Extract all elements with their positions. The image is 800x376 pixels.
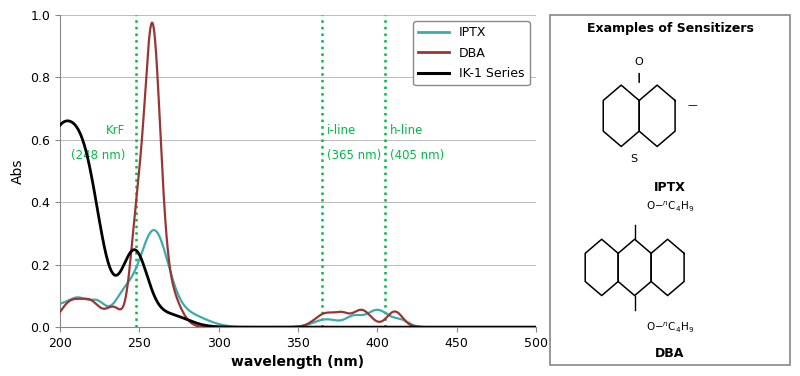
Text: O$-^n$C$_4$H$_9$: O$-^n$C$_4$H$_9$ <box>646 321 694 335</box>
IPTX <box>55 302 65 306</box>
DBA <box>147 20 157 25</box>
DBA <box>287 325 297 329</box>
DBA <box>79 296 89 301</box>
IK-1 Series <box>531 325 541 329</box>
Text: KrF: KrF <box>106 124 125 137</box>
Text: O: O <box>634 57 643 67</box>
IK-1 Series <box>63 118 73 123</box>
IK-1 Series <box>55 123 65 127</box>
Text: i-line: i-line <box>326 124 356 137</box>
IK-1 Series <box>430 325 440 329</box>
Text: (248 nm): (248 nm) <box>70 149 125 162</box>
X-axis label: wavelength (nm): wavelength (nm) <box>231 355 365 369</box>
Text: (365 nm): (365 nm) <box>326 149 381 162</box>
IPTX <box>149 228 158 232</box>
IPTX <box>287 325 297 329</box>
IPTX <box>274 325 284 329</box>
Y-axis label: Abs: Abs <box>10 158 25 184</box>
IK-1 Series <box>80 144 90 148</box>
Line: DBA: DBA <box>60 23 536 327</box>
Text: DBA: DBA <box>655 347 685 360</box>
Text: —: — <box>688 100 698 110</box>
IK-1 Series <box>287 325 297 329</box>
Text: (405 nm): (405 nm) <box>390 149 444 162</box>
Text: Examples of Sensitizers: Examples of Sensitizers <box>586 22 754 35</box>
Legend: IPTX, DBA, IK-1 Series: IPTX, DBA, IK-1 Series <box>413 21 530 85</box>
DBA <box>430 325 440 329</box>
Line: IK-1 Series: IK-1 Series <box>60 121 536 327</box>
IPTX <box>531 325 541 329</box>
IK-1 Series <box>274 325 284 329</box>
Text: h-line: h-line <box>390 124 423 137</box>
IPTX <box>79 297 89 301</box>
FancyBboxPatch shape <box>550 15 790 365</box>
DBA <box>518 325 527 329</box>
DBA <box>55 310 65 314</box>
IPTX <box>430 325 440 329</box>
IPTX <box>518 325 527 329</box>
Text: O$-^n$C$_4$H$_9$: O$-^n$C$_4$H$_9$ <box>646 200 694 214</box>
DBA <box>518 325 527 329</box>
IPTX <box>518 325 527 329</box>
Line: IPTX: IPTX <box>60 230 536 327</box>
IK-1 Series <box>518 325 527 329</box>
IK-1 Series <box>518 325 527 329</box>
Text: S: S <box>630 154 638 164</box>
Text: IPTX: IPTX <box>654 181 686 194</box>
DBA <box>531 325 541 329</box>
DBA <box>274 325 284 329</box>
